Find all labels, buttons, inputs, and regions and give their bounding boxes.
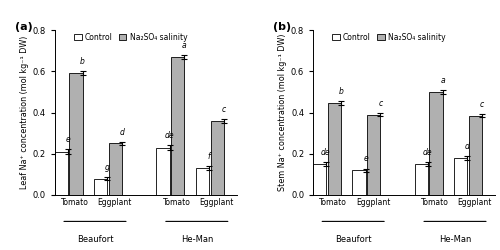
Bar (352, 170, 366, 195)
Bar (328, 103, 341, 195)
Text: f: f (208, 152, 210, 161)
Text: c: c (378, 99, 382, 108)
Text: a: a (440, 76, 445, 85)
Text: b: b (80, 57, 85, 66)
Text: b: b (338, 87, 343, 96)
Text: (b): (b) (273, 22, 291, 32)
Text: de: de (321, 148, 331, 157)
Legend: Control, Na₂SO₄ salinity: Control, Na₂SO₄ salinity (332, 32, 446, 43)
Text: de: de (423, 148, 432, 157)
Y-axis label: Stem Na⁺ concentration (mol kg⁻¹ DW): Stem Na⁺ concentration (mol kg⁻¹ DW) (278, 34, 286, 191)
Text: de: de (165, 131, 174, 140)
Text: He-Man: He-Man (180, 234, 213, 244)
Bar (313, 164, 326, 195)
Bar (430, 92, 442, 195)
Bar (196, 168, 209, 195)
Bar (211, 121, 224, 195)
Text: c: c (480, 100, 484, 109)
Text: He-Man: He-Man (439, 234, 471, 244)
Text: c: c (222, 104, 226, 114)
Bar (172, 57, 184, 195)
Bar (414, 164, 428, 195)
Bar (367, 114, 380, 195)
Text: d: d (120, 128, 124, 137)
Bar (469, 116, 482, 195)
Text: e: e (363, 154, 368, 164)
Text: Beaufort: Beaufort (76, 234, 113, 244)
Text: Beaufort: Beaufort (335, 234, 372, 244)
Y-axis label: Leaf Na⁺ concentration (mol kg⁻¹ DW): Leaf Na⁺ concentration (mol kg⁻¹ DW) (20, 36, 28, 189)
Bar (70, 73, 82, 195)
Bar (109, 144, 122, 195)
Bar (54, 152, 68, 195)
Legend: Control, Na₂SO₄ salinity: Control, Na₂SO₄ salinity (74, 32, 188, 43)
Text: e: e (66, 135, 70, 144)
Text: (a): (a) (15, 22, 33, 32)
Text: d: d (465, 142, 470, 151)
Text: a: a (182, 40, 187, 50)
Text: g: g (105, 163, 110, 172)
Bar (454, 158, 468, 195)
Bar (156, 148, 170, 195)
Bar (94, 178, 108, 195)
